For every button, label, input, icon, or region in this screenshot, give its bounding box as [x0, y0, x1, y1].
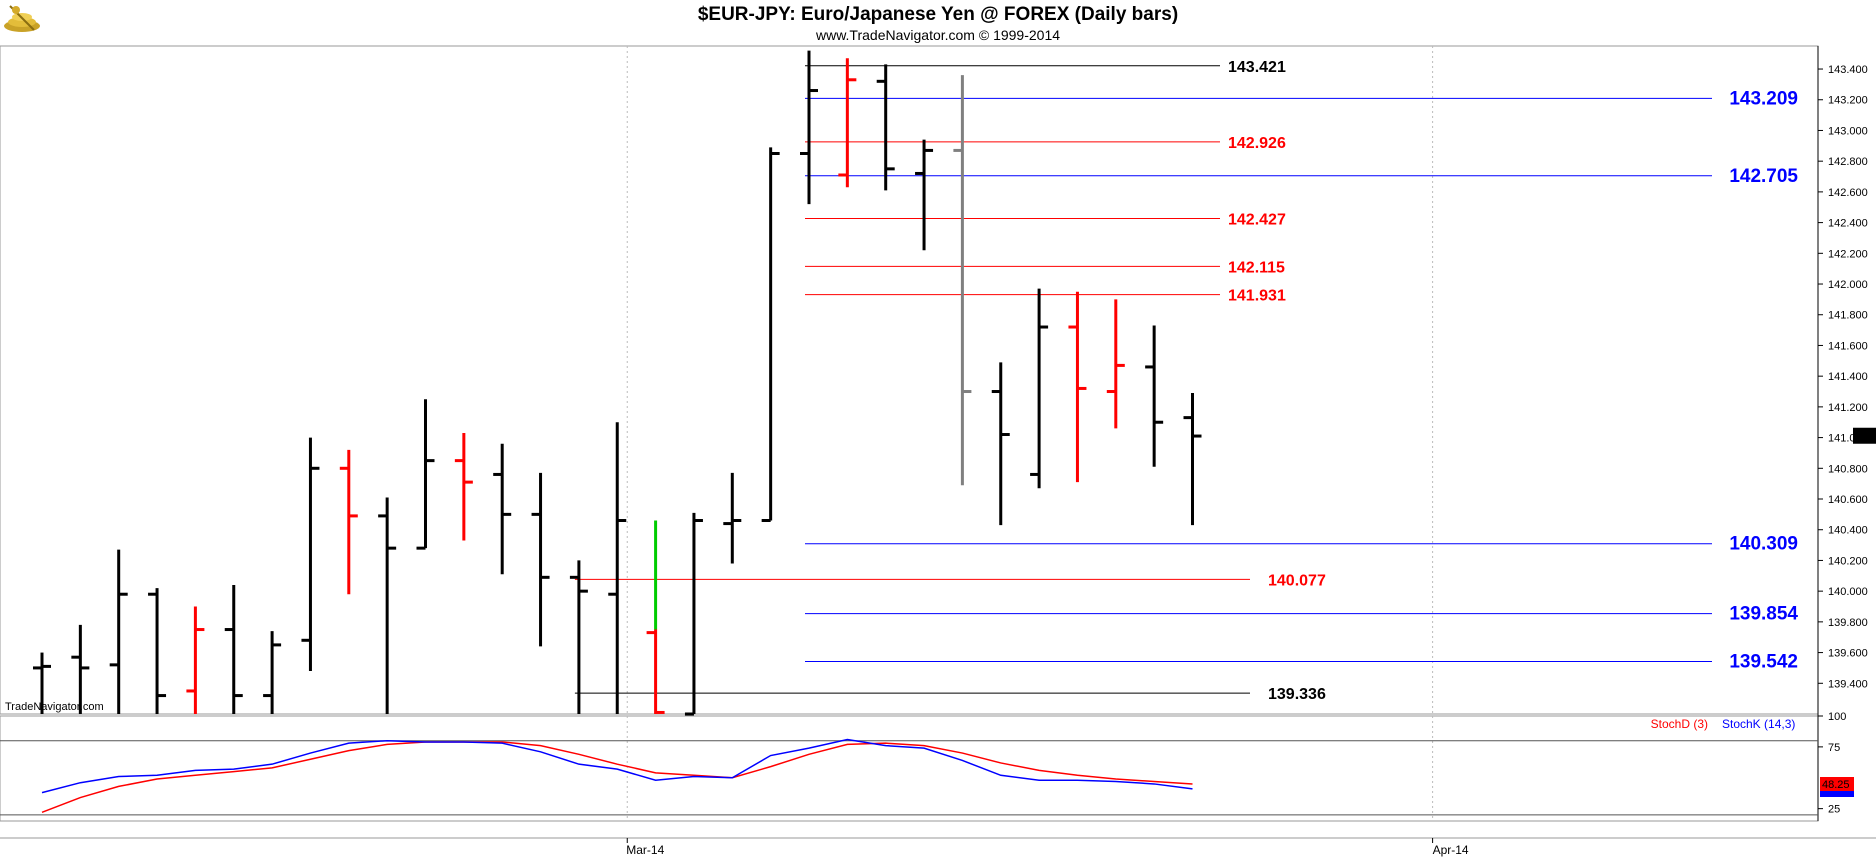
price-axis: 139.400 139.600 139.800 140.000 140.200 140.4… [1818, 64, 1876, 690]
price-level-label: 142.115 [1228, 259, 1285, 276]
watermark-text: TradeNavigator.com [5, 701, 104, 713]
price-tick-label: 139.400 [1828, 678, 1868, 690]
grid-lines [626, 46, 1434, 821]
price-tick-label: 140.600 [1828, 494, 1868, 506]
price-levels: 143.421 143.209 142.926 142.705 142.427 142.1… [574, 59, 1798, 703]
price-level-label: 143.209 [1729, 88, 1798, 109]
price-level-label: 139.542 [1729, 651, 1798, 672]
price-level-label: 142.427 [1228, 211, 1286, 228]
price-tick-label: 143.000 [1828, 125, 1868, 137]
stochastic-panel: 100 75 25 StochD (3) StochK (14,3) 48.25 [0, 711, 1854, 816]
date-tick-label: Mar-14 [626, 843, 664, 857]
price-tick-label: 140.000 [1828, 586, 1868, 598]
stochastic-tick-label: 25 [1828, 804, 1840, 816]
chart-title: $EUR-JPY: Euro/Japanese Yen @ FOREX (Dai… [698, 4, 1178, 25]
price-tick-label: 143.200 [1828, 95, 1868, 107]
price-level-label: 141.931 [1228, 288, 1286, 305]
price-level-label: 140.309 [1729, 534, 1798, 555]
stochd-last-badge [1820, 777, 1854, 791]
price-tick-label: 140.400 [1828, 525, 1868, 537]
price-tick-label: 140.200 [1828, 555, 1868, 567]
date-axis: Mar-14 Apr-14 [626, 838, 1469, 857]
legend-stochd: StochD (3) [1651, 717, 1708, 731]
price-level-label: 142.705 [1729, 166, 1798, 187]
price-tick-label: 142.200 [1828, 248, 1868, 260]
price-level-label: 142.926 [1228, 135, 1286, 152]
last-price-badge [1853, 427, 1876, 444]
last-price-label: 141.012 [1855, 431, 1876, 443]
chart-subtitle: www.TradeNavigator.com © 1999-2014 [815, 27, 1060, 43]
price-level-label: 143.421 [1228, 59, 1286, 76]
price-level-label: 139.854 [1729, 604, 1798, 625]
price-tick-label: 141.400 [1828, 371, 1868, 383]
stochk-last-badge [1820, 791, 1854, 797]
price-tick-label: 139.800 [1828, 617, 1868, 629]
ohlc-bars [33, 50, 1202, 716]
price-tick-label: 142.600 [1828, 187, 1868, 199]
price-tick-label: 141.200 [1828, 402, 1868, 414]
stochd-line [41, 741, 1193, 814]
price-tick-label: 142.800 [1828, 156, 1868, 168]
price-level-label: 140.077 [1268, 572, 1326, 589]
stochk-line [41, 738, 1193, 794]
price-tick-label: 141.800 [1828, 310, 1868, 322]
price-tick-label: 140.800 [1828, 463, 1868, 475]
date-tick-label: Apr-14 [1433, 843, 1469, 857]
stochastic-tick-label: 75 [1828, 742, 1840, 754]
price-level-label: 139.336 [1268, 686, 1326, 703]
price-tick-label: 141.600 [1828, 340, 1868, 352]
legend-stochk: StochK (14,3) [1722, 717, 1795, 731]
price-tick-label: 142.000 [1828, 279, 1868, 291]
price-tick-label: 142.400 [1828, 218, 1868, 230]
trade-navigator-logo [4, 5, 40, 32]
price-tick-label: 143.400 [1828, 64, 1868, 76]
price-tick-label: 139.600 [1828, 648, 1868, 660]
stochd-last-label: 48.25 [1822, 779, 1850, 791]
stochastic-tick-label: 100 [1828, 711, 1846, 723]
